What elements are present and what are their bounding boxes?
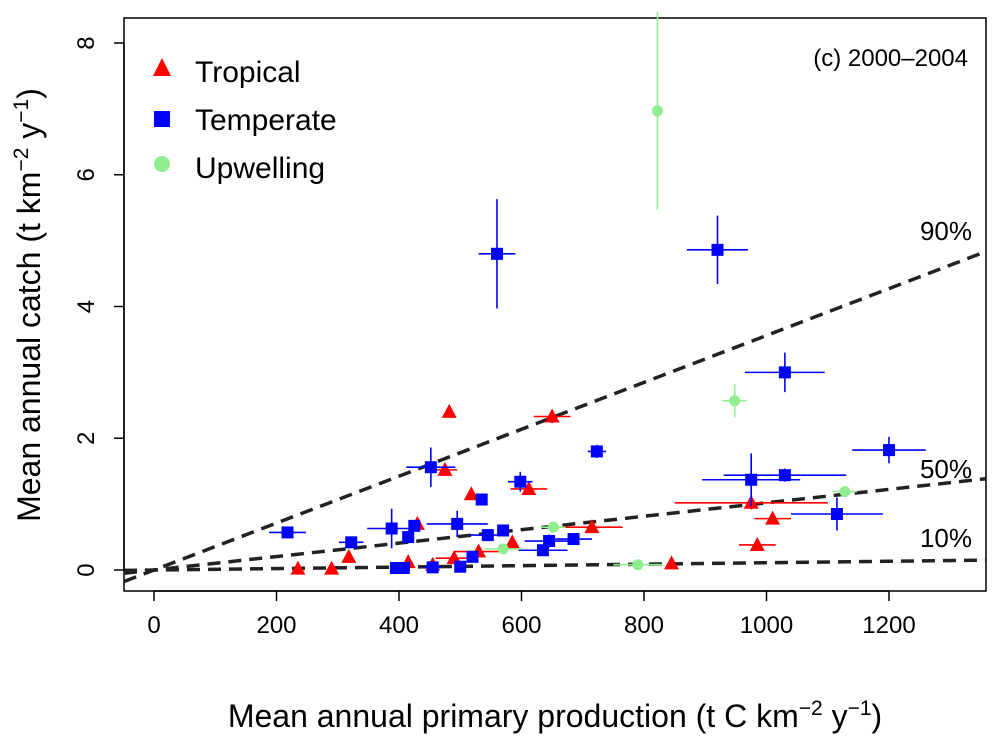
y-tick-label: 6 <box>73 168 100 181</box>
data-point-square <box>514 475 527 488</box>
data-point-circle <box>839 486 851 498</box>
quantile-label: 90% <box>920 216 972 246</box>
legend-square-marker <box>154 111 170 127</box>
y-axis: 0 2 4 6 8 <box>73 36 125 577</box>
data-point-triangle <box>437 461 453 476</box>
legend: Tropical Temperate Upwelling <box>153 56 337 185</box>
data-point-square <box>778 469 791 482</box>
x-axis-title: Mean annual primary production (t C km−2… <box>228 697 882 734</box>
data-point-triangle <box>584 519 600 534</box>
data-point-square <box>475 493 488 506</box>
data-point-square <box>397 562 410 575</box>
quantile-label: 10% <box>920 523 972 553</box>
legend-label-upwelling: Upwelling <box>195 152 325 185</box>
data-point-triangle <box>544 408 560 423</box>
series-upwelling <box>484 12 858 571</box>
data-point-square <box>711 243 724 256</box>
data-point-square <box>745 473 758 486</box>
data-point-square <box>778 366 791 379</box>
x-axis: 0 200 400 600 800 1000 1200 <box>147 590 916 639</box>
y-tick-label: 0 <box>73 563 100 576</box>
data-point-triangle <box>324 560 340 575</box>
data-point-square <box>536 544 549 557</box>
panel-label: (c) 2000–2004 <box>813 45 968 72</box>
data-point-square <box>281 526 294 539</box>
data-point-triangle <box>441 403 457 418</box>
y-tick-label: 8 <box>73 36 100 49</box>
data-point-square <box>408 519 421 532</box>
data-point-circle <box>547 521 559 533</box>
quantile-line-10pct <box>123 558 987 573</box>
y-tick-label: 4 <box>73 300 100 313</box>
data-series <box>269 12 926 575</box>
data-point-triangle <box>290 560 306 575</box>
x-tick-label: 1000 <box>740 612 793 639</box>
legend-label-temperate: Temperate <box>195 104 337 137</box>
legend-label-tropical: Tropical <box>195 56 301 89</box>
x-tick-label: 800 <box>624 612 664 639</box>
data-point-square <box>830 508 843 521</box>
data-point-circle <box>729 395 741 407</box>
data-point-triangle <box>521 480 537 495</box>
y-tick-label: 2 <box>73 432 100 445</box>
legend-triangle-marker <box>153 58 171 76</box>
data-point-circle <box>497 543 509 555</box>
data-point-triangle <box>446 550 462 565</box>
data-point-triangle <box>749 536 765 551</box>
data-point-square <box>497 524 510 537</box>
series-tropical <box>290 403 828 575</box>
x-tick-label: 1200 <box>862 612 915 639</box>
data-point-square <box>883 444 895 457</box>
data-point-square <box>466 550 479 563</box>
data-point-square <box>385 522 398 535</box>
quantile-label: 50% <box>920 454 972 484</box>
data-point-square <box>543 535 556 548</box>
data-point-square <box>426 561 439 574</box>
data-point-triangle <box>463 486 479 501</box>
quantile-line-90pct <box>123 249 987 584</box>
data-point-square <box>567 533 580 546</box>
data-point-square <box>402 531 415 544</box>
data-point-triangle <box>341 548 357 563</box>
x-tick-label: 400 <box>379 612 419 639</box>
data-point-square <box>424 461 437 474</box>
data-point-square <box>454 560 467 573</box>
x-tick-label: 600 <box>501 612 541 639</box>
series-temperate <box>269 199 926 575</box>
x-tick-label: 0 <box>147 612 160 639</box>
data-point-circle <box>651 105 663 117</box>
y-axis-title: Mean annual catch (t km−2 y−1) <box>10 88 47 522</box>
legend-circle-marker <box>154 156 170 172</box>
data-point-circle <box>632 559 644 571</box>
data-point-square <box>481 529 494 542</box>
data-point-square <box>451 517 464 530</box>
x-tick-label: 200 <box>256 612 296 639</box>
data-point-square <box>491 247 503 260</box>
data-point-triangle <box>765 510 781 525</box>
data-point-square <box>590 445 603 458</box>
data-point-triangle <box>664 555 680 570</box>
data-point-triangle <box>504 534 520 549</box>
data-point-square <box>345 536 358 549</box>
